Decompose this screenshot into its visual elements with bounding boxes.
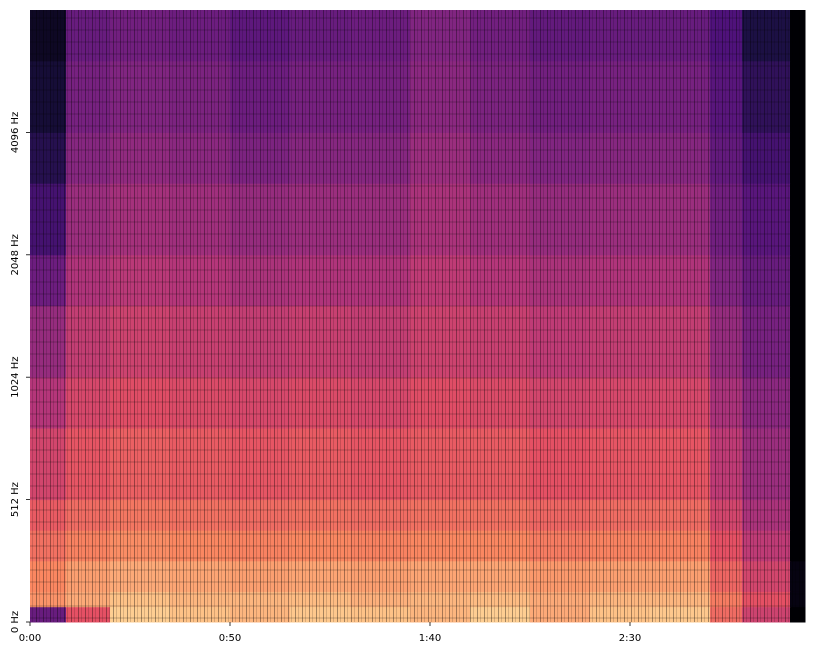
y-tick-label: 2048 Hz	[10, 234, 21, 275]
y-tick-label: 1024 Hz	[10, 356, 21, 397]
x-tick-label: 1:40	[419, 633, 441, 644]
y-tick-label: 512 Hz	[10, 482, 21, 517]
y-tick-label: 4096 Hz	[10, 112, 21, 153]
axes: 0:00 0:50 1:40 2:30 0 Hz 512 Hz 1024 Hz 2048 Hz…	[10, 112, 641, 644]
y-tick-label: 0 Hz	[10, 611, 21, 633]
x-tick-label: 0:50	[219, 633, 241, 644]
texture	[30, 10, 805, 622]
x-tick-label: 2:30	[619, 633, 641, 644]
x-tick-label: 0:00	[19, 633, 41, 644]
